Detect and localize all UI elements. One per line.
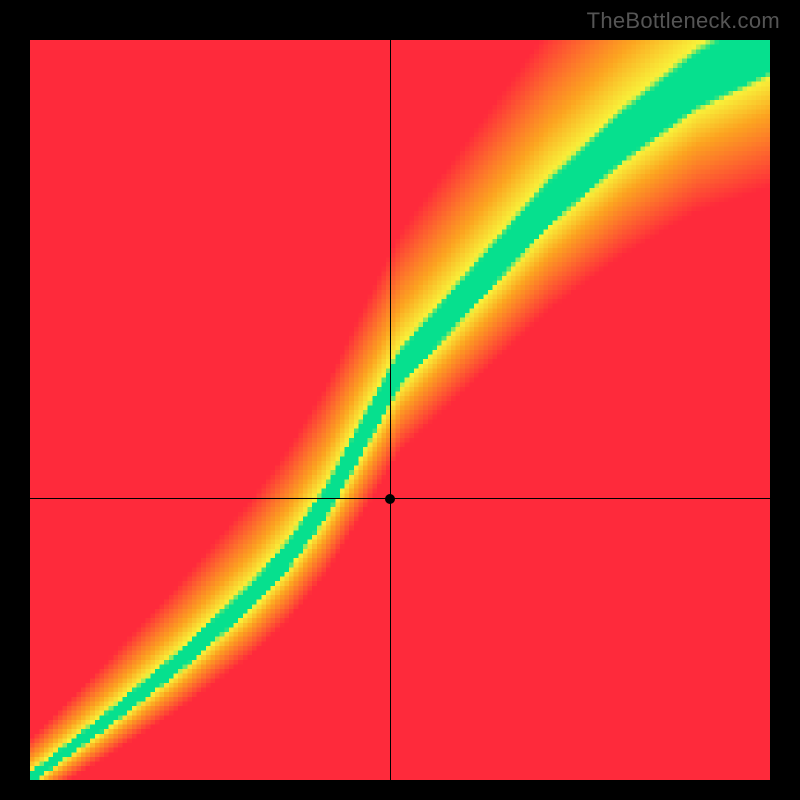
bottleneck-heatmap <box>30 40 770 780</box>
crosshair-vertical <box>390 40 391 780</box>
chart-container: TheBottleneck.com <box>0 0 800 800</box>
watermark-text: TheBottleneck.com <box>587 8 780 34</box>
crosshair-horizontal <box>30 498 770 499</box>
